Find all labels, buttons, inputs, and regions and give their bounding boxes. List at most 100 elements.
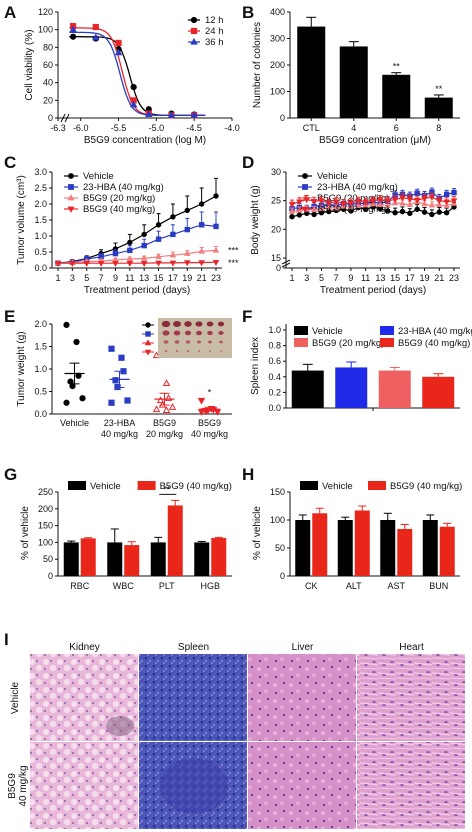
data-point — [332, 199, 340, 206]
data-point — [155, 236, 162, 242]
y-axis-title: Body weight (g) — [250, 185, 261, 254]
y-tick-label: 50 — [275, 543, 285, 553]
data-point — [69, 25, 77, 33]
x-axis-title: B5G9 concentration (log M) — [84, 135, 206, 146]
y-tick-label: 0.5 — [34, 247, 47, 257]
y-tick-label: 2.5 — [34, 183, 47, 193]
y-tick-label: 100 — [38, 25, 53, 35]
bar — [312, 513, 328, 576]
tumor-sample — [196, 340, 202, 344]
data-point — [443, 210, 450, 216]
tumor-sample — [197, 350, 201, 352]
data-point — [79, 395, 86, 402]
x-tick-label: 19 — [182, 273, 192, 283]
data-point — [152, 351, 161, 359]
legend-label: 24 h — [205, 26, 224, 37]
y-tick-label: 0.2 — [268, 387, 281, 397]
fit-curve-2 — [69, 31, 206, 116]
data-point — [377, 197, 384, 204]
panel-label-h: H — [242, 465, 254, 484]
x-tick-label: ALT — [346, 581, 362, 591]
spleen-follicle — [160, 758, 228, 814]
legend-label: B5G9 (40 mg/kg) — [398, 338, 470, 349]
data-point — [198, 201, 205, 207]
histology-image-spleen — [139, 654, 247, 741]
y-tick-label: 1.0 — [34, 231, 47, 241]
legend-marker — [190, 16, 198, 24]
data-point — [332, 204, 340, 211]
bar — [107, 542, 123, 576]
bar — [63, 542, 79, 576]
legend-marker — [67, 206, 75, 213]
x-tick-label: 21 — [434, 273, 444, 283]
data-point — [169, 251, 177, 258]
histology-column-title: Spleen — [178, 642, 209, 653]
data-point — [127, 239, 133, 246]
legend-label: Vehicle — [83, 171, 114, 182]
y-tick-label: 50 — [43, 554, 53, 564]
tumor-sample — [207, 330, 213, 336]
series-line-1 — [57, 224, 217, 264]
x-tick-label: -4.0 — [224, 123, 240, 133]
data-point — [54, 260, 62, 267]
panel-label-e: E — [4, 307, 15, 326]
data-point — [399, 199, 406, 206]
data-point — [213, 193, 219, 199]
tumor-sample — [219, 350, 223, 352]
y-tick-label: 20 — [43, 95, 53, 105]
legend-swatch — [380, 338, 394, 347]
legend-label: Vehicle — [322, 481, 353, 492]
tumor-sample — [164, 349, 168, 353]
x-tick-label: 11 — [125, 273, 134, 283]
y-tick-label: 0 — [280, 571, 285, 581]
data-point — [83, 260, 90, 267]
fit-curve-1 — [69, 27, 206, 116]
x-tick-label: 15 — [390, 273, 400, 283]
histology-image-heart — [357, 654, 465, 741]
data-point — [112, 250, 119, 257]
data-point — [130, 83, 137, 91]
data-point — [385, 208, 391, 214]
data-point — [190, 111, 198, 118]
x-tick-label: CK — [305, 581, 318, 591]
data-point — [155, 222, 162, 228]
chart-g: 0 50 100 150 200 250 % of vehicle RBC WBC PLT ** HG… — [20, 481, 232, 591]
data-point — [97, 260, 105, 267]
data-point — [115, 39, 122, 47]
histology-image-liver — [248, 654, 356, 741]
legend-swatch — [294, 338, 308, 347]
bar — [211, 538, 227, 576]
bar — [339, 46, 368, 119]
data-point — [311, 211, 317, 218]
bar — [397, 528, 413, 576]
x-tick-label: 40 mg/kg — [191, 429, 228, 439]
data-point — [198, 247, 205, 254]
data-point — [140, 254, 148, 261]
significance-label: ** — [163, 484, 171, 494]
bar — [422, 376, 455, 408]
legend-marker — [301, 206, 309, 213]
data-point — [70, 33, 77, 40]
bar — [337, 520, 353, 576]
legend-marker — [302, 173, 308, 179]
data-point — [384, 202, 391, 209]
y-tick-label: 0 — [276, 263, 281, 273]
legend-label: B5G9 (40 mg/kg) — [317, 204, 389, 215]
histology-row-label-line: Vehicle — [10, 681, 21, 714]
x-tick-label: PLT — [159, 581, 175, 591]
y-tick-label: 0.4 — [268, 372, 281, 382]
y-tick-label: 200 — [270, 60, 285, 70]
bar — [167, 505, 183, 576]
data-point — [450, 198, 458, 205]
x-tick-label: RBC — [70, 581, 90, 591]
data-point — [112, 377, 119, 384]
legend-label: B5G9 (40 mg/kg) — [390, 481, 462, 492]
tumor-sample — [161, 320, 171, 328]
tumor-sample — [208, 350, 212, 352]
data-point — [340, 201, 347, 208]
data-point — [391, 197, 399, 204]
x-tick-label: 17 — [168, 273, 178, 283]
y-tick-label: 0.0 — [34, 263, 47, 273]
tumor-sample — [218, 331, 224, 335]
y-tick-label: 1.5 — [34, 342, 47, 352]
